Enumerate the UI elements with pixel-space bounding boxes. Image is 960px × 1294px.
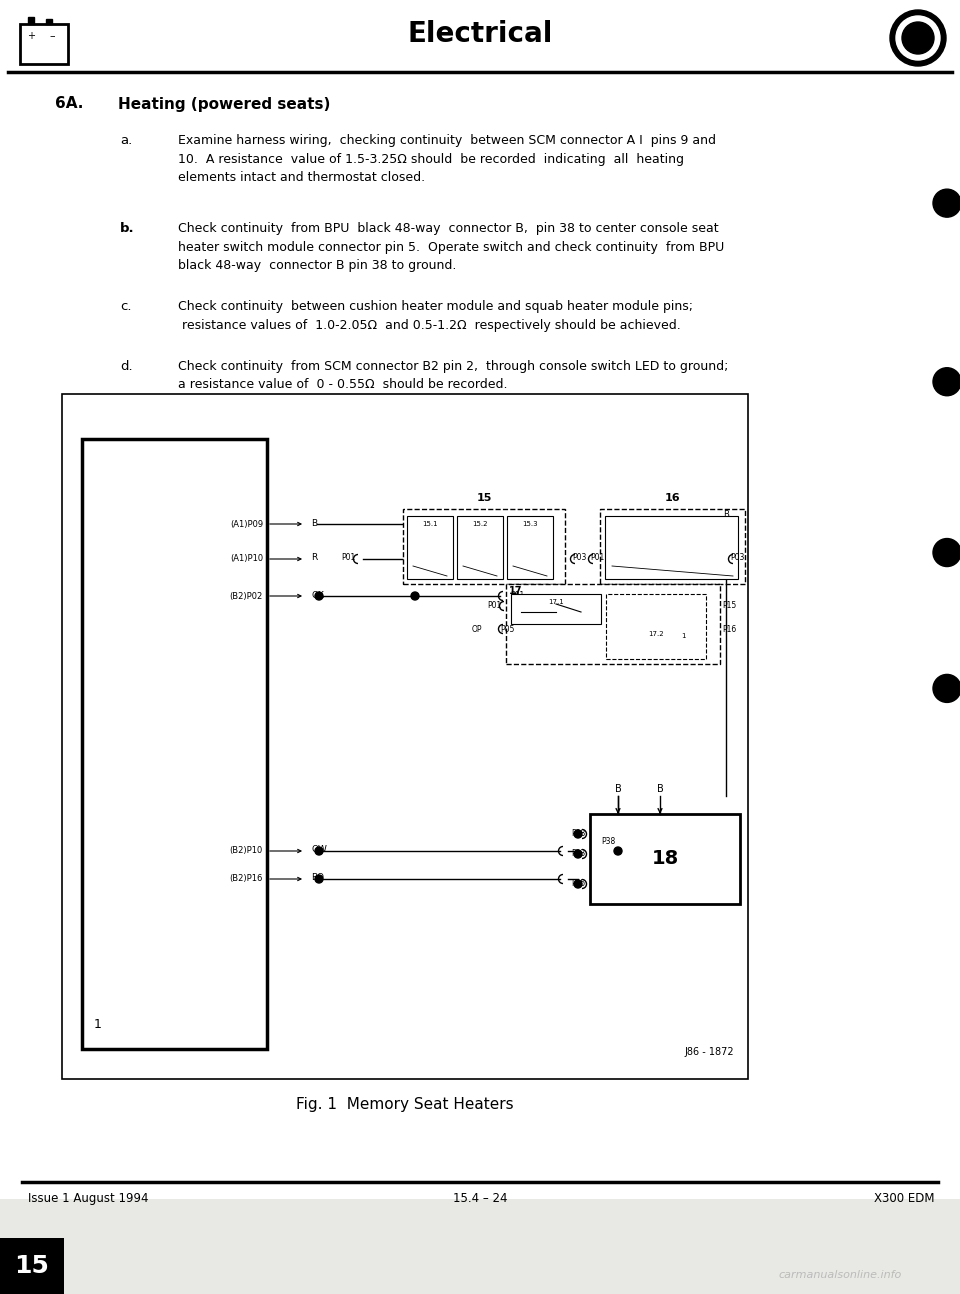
FancyArrowPatch shape	[270, 877, 301, 881]
Circle shape	[315, 591, 323, 600]
Circle shape	[896, 16, 940, 60]
Text: +: +	[27, 31, 35, 41]
Text: P15: P15	[722, 602, 736, 611]
Text: B: B	[723, 510, 729, 519]
FancyArrowPatch shape	[616, 809, 620, 813]
Text: 15.2: 15.2	[472, 521, 488, 527]
Text: 15.1: 15.1	[422, 521, 438, 527]
Bar	[62, 393, 748, 1079]
Text: R: R	[311, 554, 317, 563]
Circle shape	[614, 848, 622, 855]
Text: (A1)P10: (A1)P10	[229, 555, 263, 563]
Bar	[0, 0, 960, 72]
Text: P05: P05	[500, 625, 515, 634]
FancyArrowPatch shape	[270, 523, 301, 525]
Text: 15.3: 15.3	[522, 521, 538, 527]
FancyArrowPatch shape	[270, 849, 301, 853]
Text: P01: P01	[510, 590, 524, 599]
Text: P03: P03	[730, 554, 744, 563]
Bar	[600, 509, 745, 584]
Text: P01: P01	[590, 554, 604, 563]
Text: Issue 1 August 1994: Issue 1 August 1994	[28, 1192, 149, 1205]
Text: Fig. 1  Memory Seat Heaters: Fig. 1 Memory Seat Heaters	[297, 1097, 514, 1112]
Bar	[606, 594, 706, 659]
Text: P01: P01	[341, 554, 355, 563]
Text: a.: a.	[120, 135, 132, 148]
FancyArrowPatch shape	[270, 558, 301, 560]
Text: P25: P25	[572, 880, 586, 889]
Bar	[511, 594, 601, 624]
Text: (B2)P02: (B2)P02	[229, 591, 263, 600]
Text: (A1)P09: (A1)P09	[229, 519, 263, 528]
Text: (B2)P16: (B2)P16	[229, 875, 263, 884]
Text: P03: P03	[572, 554, 587, 563]
Circle shape	[315, 848, 323, 855]
Circle shape	[315, 875, 323, 883]
Bar	[605, 516, 738, 578]
Bar	[506, 584, 720, 664]
Text: b.: b.	[120, 223, 134, 236]
Text: 16: 16	[664, 493, 681, 503]
Bar	[457, 516, 503, 578]
Text: P16: P16	[722, 625, 736, 634]
Bar	[20, 25, 68, 63]
Bar	[407, 516, 453, 578]
Text: P38: P38	[572, 829, 586, 839]
Bar	[403, 509, 565, 584]
Bar	[590, 814, 740, 905]
Text: 17: 17	[509, 586, 522, 597]
Bar	[28, 17, 34, 25]
Text: 17.2: 17.2	[648, 631, 663, 637]
Circle shape	[933, 367, 960, 396]
Text: BO: BO	[311, 873, 324, 883]
Text: 1: 1	[681, 633, 685, 639]
Text: OW: OW	[311, 845, 326, 854]
Text: –: –	[49, 31, 55, 41]
Bar	[46, 19, 52, 25]
FancyArrowPatch shape	[270, 594, 301, 598]
Text: 15: 15	[14, 1254, 49, 1278]
Text: Check continuity  from BPU  black 48-way  connector B,  pin 38 to center console: Check continuity from BPU black 48-way c…	[178, 223, 724, 272]
Circle shape	[933, 674, 960, 703]
Text: 17.1: 17.1	[548, 599, 564, 606]
Circle shape	[933, 538, 960, 567]
Text: 15: 15	[476, 493, 492, 503]
Bar	[0, 1238, 64, 1294]
Text: P23: P23	[572, 849, 586, 858]
Text: B: B	[311, 519, 317, 528]
Circle shape	[574, 850, 582, 858]
Bar	[507, 516, 553, 578]
Text: Electrical: Electrical	[407, 19, 553, 48]
Text: P38: P38	[601, 837, 615, 846]
Text: d.: d.	[120, 360, 132, 373]
Circle shape	[933, 189, 960, 217]
Circle shape	[574, 880, 582, 888]
Text: X300 EDM: X300 EDM	[875, 1192, 935, 1205]
FancyArrowPatch shape	[658, 809, 662, 813]
Text: OK: OK	[311, 590, 324, 599]
Text: Check continuity  from SCM connector B2 pin 2,  through console switch LED to gr: Check continuity from SCM connector B2 p…	[178, 360, 729, 392]
Text: Check continuity  between cushion heater module and squab heater module pins;
 r: Check continuity between cushion heater …	[178, 300, 693, 331]
Text: 1: 1	[94, 1018, 102, 1031]
Text: OP: OP	[471, 625, 482, 634]
Text: Examine harness wiring,  checking continuity  between SCM connector A I  pins 9 : Examine harness wiring, checking continu…	[178, 135, 716, 184]
Circle shape	[890, 10, 946, 66]
Text: 18: 18	[652, 849, 679, 868]
Text: (B2)P10: (B2)P10	[229, 846, 263, 855]
Text: carmanualsonline.info: carmanualsonline.info	[779, 1269, 901, 1280]
Text: B: B	[657, 784, 663, 795]
Bar	[82, 439, 267, 1049]
Text: J86 - 1872: J86 - 1872	[684, 1047, 734, 1057]
Circle shape	[902, 22, 934, 54]
Circle shape	[411, 591, 419, 600]
Text: c.: c.	[120, 300, 132, 313]
Text: Heating (powered seats): Heating (powered seats)	[118, 97, 330, 111]
Text: P01: P01	[487, 602, 501, 611]
Text: 6A.: 6A.	[55, 97, 84, 111]
Text: 15.4 – 24: 15.4 – 24	[453, 1192, 507, 1205]
Text: B: B	[614, 784, 621, 795]
Circle shape	[574, 829, 582, 839]
